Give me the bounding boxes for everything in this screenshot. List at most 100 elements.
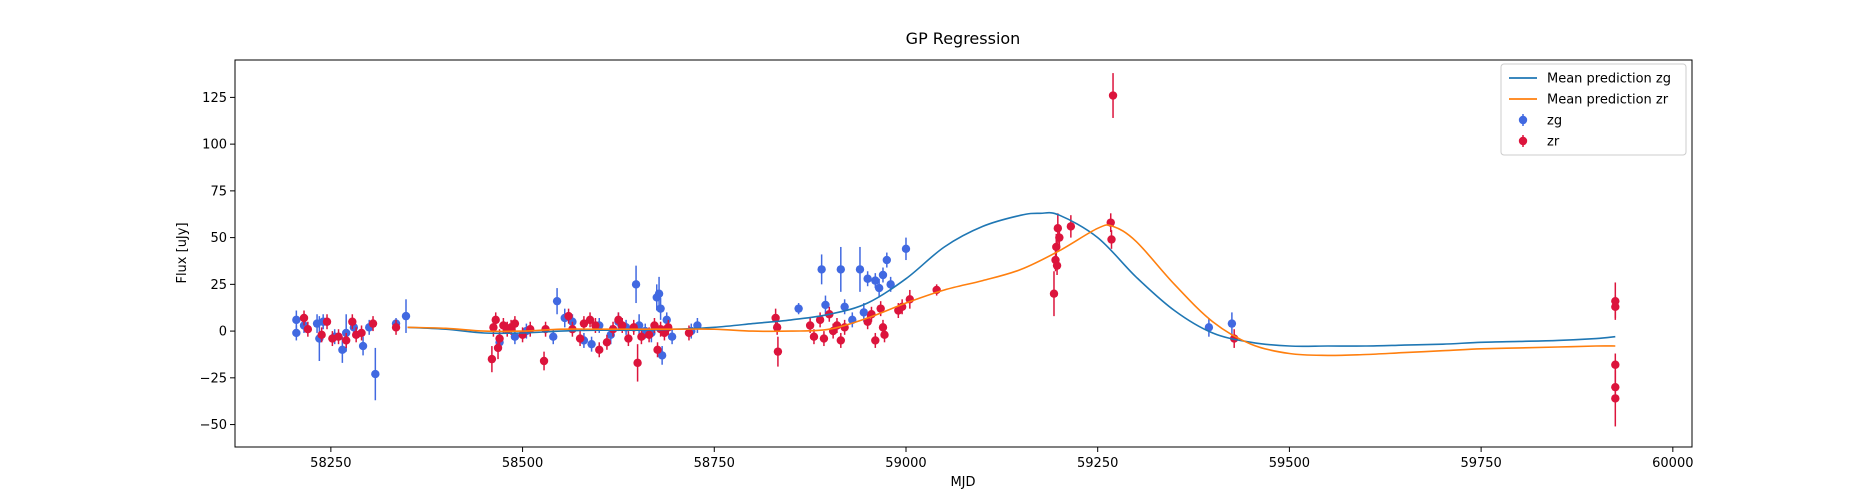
zr-point [836,336,846,345]
zr-point [334,332,343,341]
zr-point [880,330,889,340]
zr-point [684,328,694,338]
chart-title: GP Regression [906,29,1021,48]
series-zr [299,73,1620,427]
y-tick-label: 25 [210,278,227,293]
zr-point [1052,261,1062,270]
zr-point [1049,289,1059,298]
zr-point [299,313,309,323]
zg-point [886,280,895,289]
legend: Mean prediction zg Mean prediction zr zg zr [1500,63,1687,156]
y-tick-label: 0 [219,325,227,340]
zr-point [863,317,872,326]
zr-point [618,321,627,330]
line-mean-prediction-zr [407,224,1616,357]
y-tick-label: 75 [210,184,227,199]
zr-point [368,319,378,328]
zr-point [871,336,880,345]
x-tick-label: 59000 [885,456,926,471]
zg-point [401,311,411,321]
x-tick-label: 59250 [1077,456,1118,471]
zg-point [341,328,351,338]
zr-point [1055,233,1064,242]
y-axis-label: Flux [uJy] [175,222,190,283]
zr-point [322,317,332,326]
zr-point [819,334,829,343]
zg-point [794,304,803,313]
y-tick-label: −50 [200,418,227,433]
zg-point [371,369,380,379]
zr-point [772,323,782,332]
zg-point [292,315,301,325]
zg-point [871,276,880,285]
x-tick-label: 58250 [310,456,351,471]
zr-point [493,343,503,353]
zr-point [391,323,401,332]
zr-point [644,330,654,340]
zg-point [358,341,368,351]
zr-point [650,321,659,330]
y-tick-label: 50 [210,231,227,246]
zg-point [338,345,347,354]
zr-point [579,319,589,328]
zr-point [1611,394,1620,403]
zr-point [595,345,604,354]
zr-point [539,356,549,366]
zr-point [303,325,313,334]
zr-point [1108,91,1118,100]
x-tick-label: 58500 [502,456,543,471]
zr-point [357,328,366,338]
zg-point [901,244,911,254]
zr-point [633,358,642,368]
zr-point [575,334,585,343]
zr-point [602,338,612,347]
zr-point [653,345,662,354]
zg-point [631,280,641,289]
plot-frame [234,59,1693,448]
zr-point [341,336,351,345]
x-tick-label: 59500 [1269,456,1310,471]
zg-point [817,265,826,274]
zr-point [773,347,783,356]
zr-point [637,332,646,341]
zr-point [624,334,633,343]
zg-point [836,265,846,274]
zr-point [495,334,504,343]
legend-label: Mean prediction zr [1547,93,1669,108]
zg-point [292,328,301,338]
zg-point [657,351,667,360]
series-zg [292,237,1237,401]
zr-point [1611,296,1620,306]
zr-point [1052,242,1061,252]
legend-marker-swatch [1518,115,1528,125]
zr-point [317,330,326,340]
zg-point [859,308,869,317]
zg-point [587,339,596,349]
zr-point [491,315,500,325]
legend-marker-swatch [1518,136,1528,146]
zr-point [878,323,888,332]
zr-point [815,315,825,325]
zr-point [1053,224,1063,233]
x-tick-label: 59750 [1460,456,1501,471]
zr-point [348,317,357,326]
legend-label: zg [1547,114,1562,129]
zg-point [882,255,892,265]
zr-point [591,321,600,330]
zr-point [876,304,885,313]
line-mean-prediction-zg [407,211,1616,348]
y-tick-label: 125 [202,91,227,106]
zr-point [1107,235,1116,244]
zg-point [654,289,664,298]
zg-point [874,283,884,293]
zr-point [585,315,595,325]
zr-point [510,319,520,328]
zg-point [855,265,865,274]
y-tick-label: 100 [202,138,227,153]
zg-point [510,332,520,341]
zg-point [821,300,830,310]
legend-frame [1500,63,1687,156]
zr-point [487,354,497,364]
y-tick-label: −25 [200,371,227,386]
